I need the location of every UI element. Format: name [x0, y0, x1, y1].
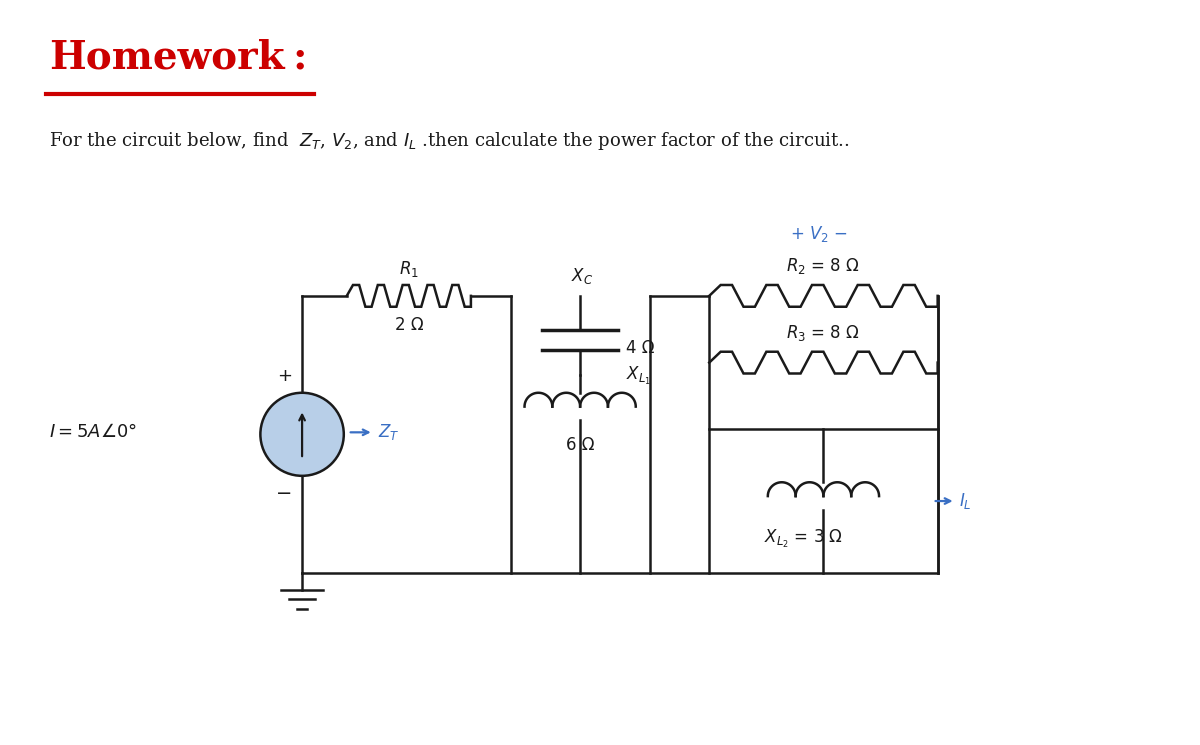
- Text: −: −: [276, 484, 293, 503]
- Text: + $V_2$ $-$: + $V_2$ $-$: [790, 224, 847, 244]
- Text: $R_3$ = 8 Ω: $R_3$ = 8 Ω: [786, 323, 860, 343]
- Text: $I = 5A\angle 0°$: $I = 5A\angle 0°$: [49, 423, 137, 441]
- Text: 4 Ω: 4 Ω: [626, 339, 654, 358]
- Text: $R_1$: $R_1$: [398, 259, 419, 279]
- Text: For the circuit below, find  $Z_T$, $V_2$, and $I_L$ .then calculate the power f: For the circuit below, find $Z_T$, $V_2$…: [49, 130, 850, 152]
- Text: $R_2$ = 8 Ω: $R_2$ = 8 Ω: [786, 256, 860, 276]
- Text: $X_{L_1}$: $X_{L_1}$: [626, 365, 650, 387]
- Text: 6 Ω: 6 Ω: [566, 437, 594, 454]
- Text: $Z_T$: $Z_T$: [378, 422, 400, 443]
- Text: Homework: Homework: [49, 39, 284, 77]
- Text: $I_L$: $I_L$: [960, 491, 972, 511]
- Text: $X_C$: $X_C$: [571, 266, 593, 286]
- Text: +: +: [277, 367, 292, 385]
- Text: 2 Ω: 2 Ω: [395, 316, 424, 334]
- Text: $X_{L_2}$ = 3 Ω: $X_{L_2}$ = 3 Ω: [764, 527, 842, 550]
- Text: :: :: [292, 39, 307, 77]
- Circle shape: [260, 393, 343, 476]
